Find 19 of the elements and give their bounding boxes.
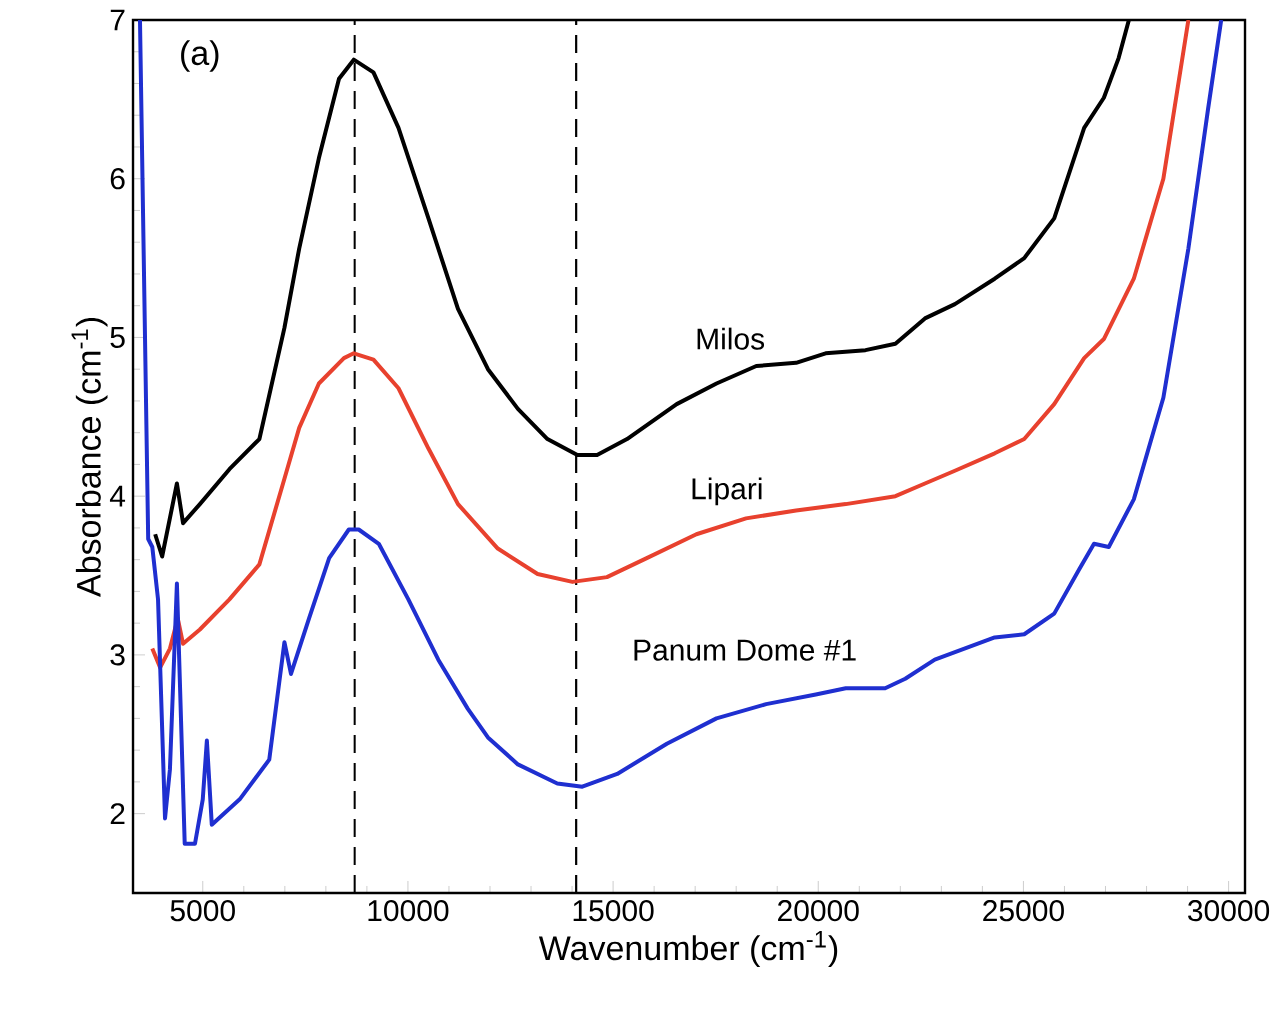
x-tick-label: 15000 — [573, 900, 654, 922]
series-label: Panum Dome #1 — [634, 639, 856, 661]
y-tick-label: 4 — [109, 485, 126, 507]
y-axis-title: Absorbance (cm$^{-1}$) — [71, 318, 108, 597]
x-axis-title: Wavenumber (cm$^{-1}$) — [538, 931, 838, 967]
line-series — [150, 20, 1191, 670]
y-tick-label: 3 — [110, 644, 125, 666]
x-tick-label: 20000 — [778, 900, 859, 922]
y-tick-label: 7 — [110, 9, 125, 31]
series-label: Milos — [697, 327, 765, 350]
annotation: (a) — [181, 40, 219, 72]
x-tick-label: 25000 — [983, 900, 1064, 922]
series-label: Lipari — [692, 477, 762, 506]
x-tick-label: 5000 — [170, 900, 235, 922]
y-tick-label: 2 — [110, 803, 125, 825]
y-tick-label: 5 — [110, 326, 125, 348]
x-tick-label: 30000 — [1188, 900, 1270, 922]
y-tick-label: 6 — [110, 168, 125, 190]
x-tick-label: 10000 — [368, 900, 449, 922]
